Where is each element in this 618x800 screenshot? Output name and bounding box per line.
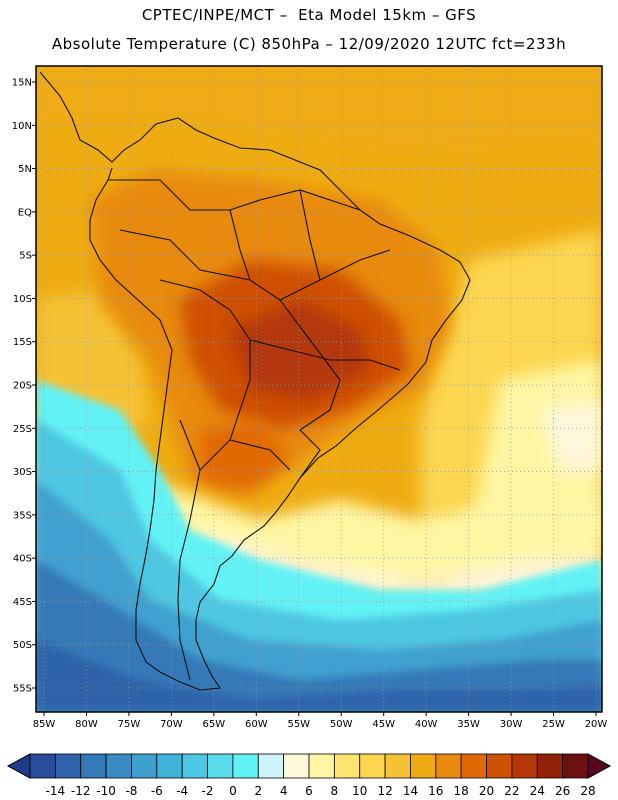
colorbar-label: 24 <box>530 784 545 798</box>
lon-label: 65W <box>203 719 226 730</box>
colorbar-swatch <box>156 753 183 779</box>
colorbar-swatch <box>536 753 564 779</box>
colorbar-swatch <box>54 753 82 779</box>
colorbar-swatch <box>257 753 285 779</box>
lat-label: 5N <box>18 164 32 175</box>
title-line-2: Absolute Temperature (C) 850hPa – 12/09/… <box>51 35 567 53</box>
lat-label: 10S <box>13 294 32 305</box>
lon-label: 50W <box>330 719 353 730</box>
colorbar-swatch <box>131 753 158 779</box>
longitude-labels: 85W 80W 75W 70W 65W 60W 55W 50W 45W 40W 35W 30W 25W 2… <box>33 712 608 730</box>
colorbar-swatch <box>460 753 487 779</box>
lat-label: 45S <box>13 597 32 608</box>
lon-label: 40W <box>415 719 438 730</box>
colorbar-label: 20 <box>479 784 494 798</box>
latitude-labels: 15N 10N 5N EQ 5S 10S 15S 20S 25S 30S 35S 40S 45S 50S 5… <box>12 78 36 695</box>
colorbar-label: -12 <box>71 784 91 798</box>
colorbar-swatch <box>410 753 437 779</box>
lon-label: 25W <box>542 719 565 730</box>
lon-label: 85W <box>33 719 56 730</box>
colorbar-label: -6 <box>151 784 163 798</box>
colorbar-swatch <box>486 753 513 779</box>
colorbar-label: 0 <box>229 784 237 798</box>
colorbar-label: 18 <box>454 784 469 798</box>
lat-label: 40S <box>13 554 32 565</box>
colorbar-swatch <box>232 753 259 779</box>
colorbar-label: -4 <box>176 784 188 798</box>
lon-label: 35W <box>457 719 480 730</box>
colorbar-high-arrow <box>587 753 612 779</box>
colorbar-swatch <box>181 753 208 779</box>
lon-label: 20W <box>585 719 608 730</box>
map-frame <box>35 65 603 713</box>
lat-label: 30S <box>13 467 32 478</box>
colorbar-swatch <box>308 753 335 779</box>
colorbar-swatch <box>207 753 234 779</box>
colorbar-label: 12 <box>377 784 392 798</box>
title-line-1: CPTEC/INPE/MCT – Eta Model 15km – GFS <box>141 6 477 24</box>
lon-label: 70W <box>160 719 183 730</box>
lat-label: 35S <box>13 510 32 521</box>
colorbar-swatch <box>80 753 107 779</box>
colorbar-label: 26 <box>555 784 570 798</box>
colorbar-swatch <box>511 753 538 779</box>
colorbar-swatch <box>283 753 310 779</box>
lon-label: 75W <box>118 719 141 730</box>
colorbar-label: 2 <box>254 784 262 798</box>
colorbar-label: -2 <box>202 784 214 798</box>
colorbar-label: 14 <box>403 784 418 798</box>
lat-label: 15S <box>13 337 32 348</box>
lon-label: 30W <box>500 719 523 730</box>
colorbar-label: 6 <box>305 784 313 798</box>
colorbar-label: 22 <box>504 784 519 798</box>
lat-label: 25S <box>13 424 32 435</box>
colorbar-swatch <box>29 753 56 779</box>
colorbar-label: -14 <box>46 784 66 798</box>
colorbar-label: 28 <box>580 784 595 798</box>
lat-label: EQ <box>18 207 32 218</box>
colorbar-swatch <box>359 753 386 779</box>
lat-label: 5S <box>19 251 32 262</box>
colorbar-label: 8 <box>331 784 339 798</box>
colorbar: -14 -12 -10 -8 -6 -4 -2 0 2 4 6 8 10 12 14 16 18 20 22 24 26… <box>6 753 612 798</box>
lon-label: 80W <box>75 719 98 730</box>
colorbar-label: 4 <box>280 784 288 798</box>
lat-label: 55S <box>13 684 32 695</box>
lat-label: 50S <box>13 640 32 651</box>
colorbar-label: -10 <box>96 784 116 798</box>
colorbar-low-arrow <box>6 753 31 779</box>
colorbar-swatch <box>435 753 462 779</box>
lat-label: 15N <box>12 78 32 89</box>
colorbar-label: -8 <box>125 784 137 798</box>
coastline <box>39 71 471 691</box>
colorbar-swatch <box>105 753 132 779</box>
lon-label: 45W <box>372 719 395 730</box>
colorbar-swatch <box>333 753 361 779</box>
lat-label: 20S <box>13 381 32 392</box>
colorbar-label: 10 <box>352 784 367 798</box>
lon-label: 60W <box>245 719 268 730</box>
colorbar-swatch <box>384 753 411 779</box>
lon-label: 55W <box>287 719 310 730</box>
colorbar-label: 16 <box>428 784 443 798</box>
temperature-field <box>36 66 602 712</box>
lat-label: 10N <box>12 121 32 132</box>
colorbar-swatch <box>562 753 589 779</box>
